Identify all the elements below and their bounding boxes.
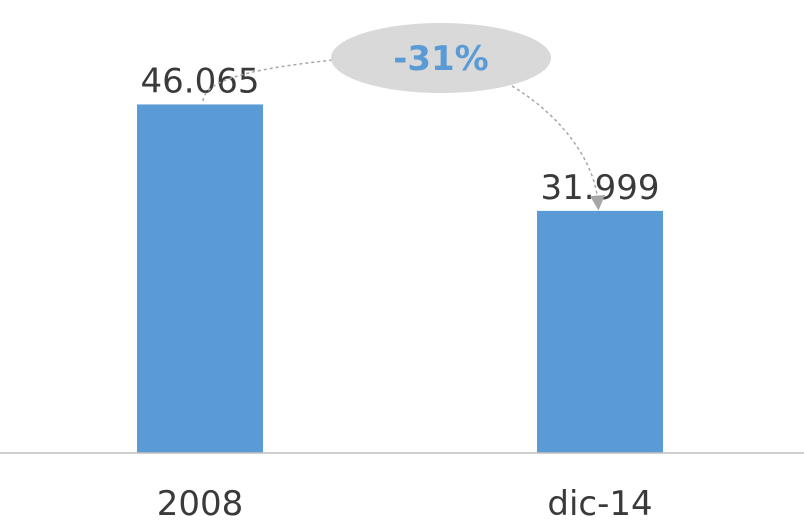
data-label-2008: 46.065 <box>141 61 260 101</box>
x-tick-label-dic-14: dic-14 <box>547 484 652 524</box>
labels-layer: 46.065 2008 31.999 dic-14 <box>141 61 660 524</box>
bars-layer <box>137 104 663 453</box>
change-bubble <box>331 23 551 93</box>
change-percent-label: -31% <box>393 39 489 79</box>
bar-dic-14 <box>537 210 663 453</box>
change-annotation: -31% <box>202 23 605 211</box>
data-label-dic-14: 31.999 <box>541 168 660 208</box>
connector-line-left <box>202 59 334 102</box>
x-tick-label-2008: 2008 <box>157 484 244 524</box>
connector-arrow-right <box>511 85 605 211</box>
bar-2008 <box>137 104 263 453</box>
